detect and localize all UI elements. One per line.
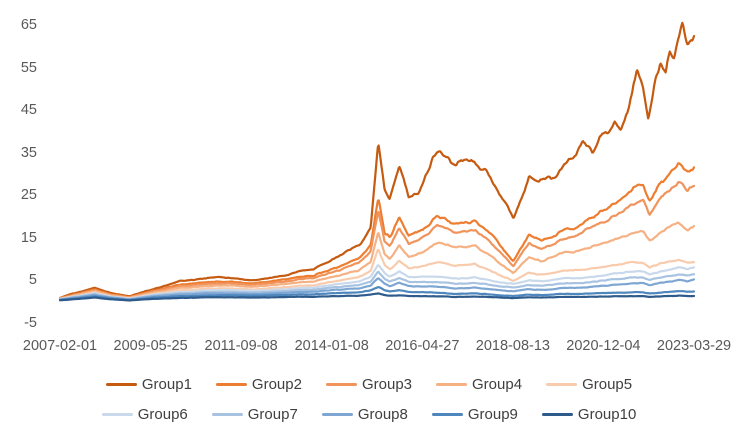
x-tick-label: 2020-12-04	[566, 338, 641, 354]
legend-swatch-group2	[215, 382, 247, 387]
legend-swatch-group10	[541, 412, 573, 417]
legend-swatch-group8	[321, 412, 353, 417]
y-tick-label: 55	[20, 59, 37, 76]
y-tick-label: 35	[20, 144, 37, 161]
legend-swatch-group3	[325, 382, 357, 387]
legend-item-group1[interactable]: Group1	[105, 376, 192, 393]
y-tick-label: -5	[24, 314, 37, 331]
y-tick-label: 25	[20, 187, 37, 203]
y-tick-label: 5	[28, 272, 37, 288]
y-tick-label: 45	[20, 102, 37, 118]
legend-label-group7: Group7	[247, 406, 298, 423]
legend-swatch-group6	[101, 412, 133, 417]
y-tick-label: 15	[20, 229, 37, 246]
x-tick-label: 2009-05-25	[113, 338, 188, 354]
legend-label-group6: Group6	[137, 406, 188, 423]
legend-swatch-group5	[546, 382, 578, 387]
legend-label-group8: Group8	[357, 406, 408, 423]
x-tick-label: 2018-08-13	[475, 338, 550, 354]
legend-item-group8[interactable]: Group8	[321, 406, 408, 423]
legend-item-group10[interactable]: Group10	[541, 406, 637, 423]
legend-item-group7[interactable]: Group7	[211, 406, 298, 423]
legend-label-group5: Group5	[582, 376, 633, 393]
x-tick-label: 2007-02-01	[22, 338, 98, 354]
legend-swatch-group7	[211, 412, 243, 417]
legend-swatch-group4	[436, 382, 468, 387]
legend-label-group2: Group2	[251, 376, 302, 393]
legend-row-2: Group6 Group7 Group8 Group9 Group10	[0, 406, 738, 423]
x-tick-label: 2014-01-08	[294, 338, 369, 354]
legend-label-group9: Group9	[467, 406, 518, 423]
legend-label-group4: Group4	[472, 376, 523, 393]
legend-label-group3: Group3	[361, 376, 413, 393]
legend-row-1: Group1 Group2 Group3 Group4 Group5	[0, 376, 738, 393]
x-tick-label: 2016-04-27	[385, 338, 460, 354]
legend-label-group1: Group1	[141, 376, 192, 393]
legend-label-group10: Group10	[577, 406, 637, 423]
legend-item-group6[interactable]: Group6	[101, 406, 188, 423]
legend-item-group4[interactable]: Group4	[436, 376, 522, 393]
legend-swatch-group9	[431, 412, 463, 417]
x-tick-label: 2023-03-29	[656, 338, 732, 354]
legend-item-group5[interactable]: Group5	[546, 376, 632, 393]
legend-item-group3[interactable]: Group3	[325, 376, 413, 393]
y-tick-label: 65	[20, 17, 37, 33]
legend-item-group9[interactable]: Group9	[431, 406, 518, 423]
x-tick-label: 2011-09-08	[204, 338, 278, 354]
legend-item-group2[interactable]: Group2	[215, 376, 302, 393]
legend-swatch-group1	[105, 382, 137, 387]
